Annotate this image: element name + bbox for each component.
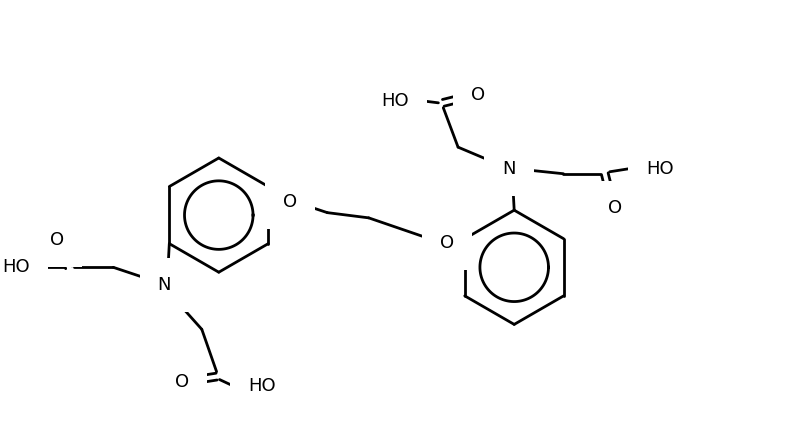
Text: O: O — [283, 193, 297, 211]
Text: HO: HO — [248, 377, 276, 396]
Text: N: N — [158, 276, 171, 294]
Text: O: O — [440, 233, 454, 252]
Text: N: N — [502, 160, 516, 178]
Text: O: O — [175, 373, 189, 391]
Text: HO: HO — [382, 92, 409, 110]
Text: HO: HO — [2, 258, 30, 276]
Text: O: O — [50, 231, 64, 249]
Text: O: O — [608, 199, 622, 217]
Text: O: O — [471, 86, 485, 104]
Text: HO: HO — [646, 160, 674, 178]
